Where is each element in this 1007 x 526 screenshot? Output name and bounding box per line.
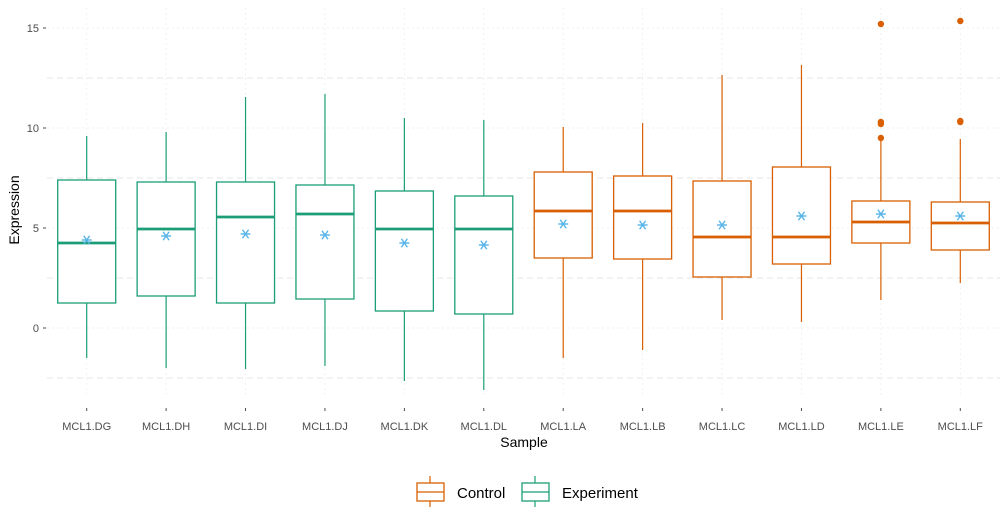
x-tick-label: MCL1.DK	[381, 421, 429, 433]
box-MCL1.LF	[930, 17, 990, 283]
legend: Control Experiment	[416, 476, 639, 507]
box-iqr	[930, 201, 990, 251]
mean-marker	[81, 235, 92, 245]
legend-item-experiment: Experiment	[521, 476, 639, 507]
mean-marker	[955, 211, 966, 221]
y-axis-title: Expression	[6, 175, 22, 244]
x-tick-label: MCL1.DL	[461, 421, 507, 433]
box-MCL1.LA	[533, 127, 593, 358]
mean-marker	[796, 211, 807, 221]
mean-marker	[558, 219, 569, 229]
x-axis: MCL1.DG MCL1.DH MCL1.DI MCL1.DJ MCL1.DK MCL1.…	[62, 408, 983, 433]
x-tick-label: MCL1.DI	[224, 421, 267, 433]
box-MCL1.LB	[612, 123, 673, 350]
x-tick-label: MCL1.DJ	[302, 421, 348, 433]
mean-marker	[240, 229, 251, 239]
legend-label: Control	[457, 485, 505, 502]
x-axis-title: Sample	[500, 434, 548, 450]
box-iqr	[533, 171, 593, 259]
outlier-point	[957, 17, 964, 25]
outlier-point	[957, 117, 964, 125]
box-MCL1.DG	[57, 136, 117, 358]
x-tick-label: MCL1.DG	[62, 421, 111, 433]
legend-item-control: Control	[416, 476, 505, 507]
box-MCL1.DL	[454, 120, 514, 390]
box-MCL1.DJ	[295, 94, 355, 366]
outlier-point	[877, 20, 885, 28]
box-MCL1.LE	[851, 20, 911, 300]
box-iqr	[374, 190, 435, 312]
box-MCL1.DK	[374, 118, 435, 381]
mean-marker	[161, 231, 172, 241]
box-iqr	[295, 184, 355, 300]
box-iqr	[454, 195, 514, 315]
y-tick-label: 15	[27, 23, 39, 35]
legend-key	[521, 476, 550, 507]
y-tick-label: 0	[33, 323, 39, 335]
mean-marker	[319, 230, 330, 240]
x-tick-label: MCL1.LE	[858, 421, 904, 433]
x-tick-label: MCL1.DH	[142, 421, 190, 433]
outlier-point	[877, 118, 885, 126]
y-axis: 0 5 10 15	[27, 23, 46, 335]
box-MCL1.LC	[692, 75, 752, 320]
boxes	[57, 17, 990, 390]
outlier-point	[877, 134, 885, 142]
box-MCL1.DH	[136, 132, 196, 368]
x-tick-label: MCL1.LD	[778, 421, 825, 433]
box-MCL1.LD	[771, 65, 832, 322]
mean-marker	[717, 220, 728, 230]
x-tick-label: MCL1.LA	[540, 421, 587, 433]
x-tick-label: MCL1.LB	[620, 421, 666, 433]
mean-marker	[637, 220, 648, 230]
box-MCL1.DI	[215, 97, 276, 369]
y-tick-label: 10	[27, 123, 39, 135]
x-tick-label: MCL1.LF	[938, 421, 984, 433]
legend-key	[416, 476, 445, 507]
box-iqr	[612, 175, 673, 260]
x-tick-label: MCL1.LC	[699, 421, 746, 433]
box-iqr	[692, 180, 752, 278]
box-iqr	[136, 181, 196, 297]
y-tick-label: 5	[33, 223, 39, 235]
box-iqr	[57, 179, 117, 304]
mean-marker	[478, 240, 489, 250]
mean-marker	[875, 209, 886, 219]
box-iqr	[215, 181, 276, 304]
legend-label: Experiment	[562, 485, 639, 502]
mean-marker	[399, 238, 410, 248]
